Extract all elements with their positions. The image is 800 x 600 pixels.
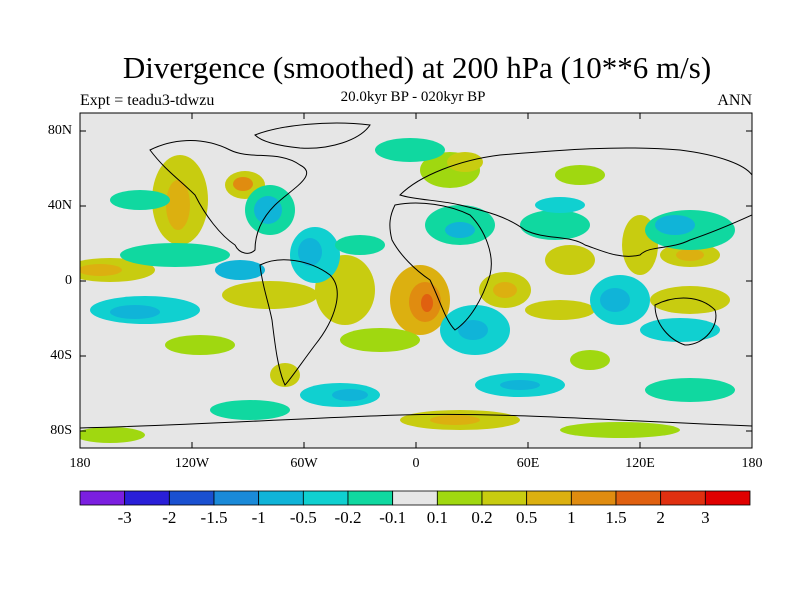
lat-label-40n: 40N bbox=[47, 198, 72, 213]
lat-label-80s: 80S bbox=[50, 423, 72, 438]
colorbar-tick-label: -0.5 bbox=[289, 508, 317, 527]
south-america-coast bbox=[259, 259, 338, 386]
field-patch bbox=[110, 190, 170, 210]
field-patch bbox=[335, 235, 385, 255]
antarctica-coast bbox=[80, 413, 752, 429]
field-patch bbox=[375, 138, 445, 162]
colorbar-tick-label: 2 bbox=[656, 508, 665, 527]
field-patch bbox=[560, 422, 680, 438]
field-patch bbox=[645, 378, 735, 402]
colorbar-tick-label: 1 bbox=[567, 508, 576, 527]
colorbar-tick-label: 1.5 bbox=[605, 508, 627, 527]
field-patch bbox=[210, 400, 290, 420]
australia-coast bbox=[654, 297, 717, 346]
field-patch bbox=[535, 197, 585, 213]
field-patch bbox=[555, 165, 605, 185]
lon-label-60e: 60E bbox=[516, 456, 540, 471]
lon-label-0: 0 bbox=[412, 456, 420, 471]
colorbar-tick-label: 0.2 bbox=[471, 508, 493, 527]
field-patch bbox=[421, 294, 433, 312]
field-patch bbox=[215, 260, 265, 280]
colorbar-tick-label: 0.5 bbox=[516, 508, 538, 527]
field-patch bbox=[332, 389, 368, 401]
period-subtitle: 20.0kyr BP - 020kyr BP bbox=[340, 89, 486, 105]
lon-label-120w: 120W bbox=[174, 456, 210, 471]
lat-label-40s: 40S bbox=[50, 348, 72, 363]
colorbar-tick-label: 0.1 bbox=[426, 508, 448, 527]
field-patch bbox=[80, 427, 145, 443]
field-patch bbox=[655, 215, 695, 235]
colorbar-tick-label: -1 bbox=[251, 508, 266, 527]
greenland-arctic-coast bbox=[254, 122, 371, 149]
field-patch bbox=[298, 238, 322, 266]
field-patch bbox=[458, 320, 488, 340]
field-patch bbox=[640, 318, 720, 342]
field-patch bbox=[110, 305, 160, 319]
field-patch bbox=[500, 380, 540, 390]
lat-ticks bbox=[80, 130, 752, 432]
field-patch bbox=[222, 281, 318, 309]
divergence-field bbox=[80, 138, 735, 443]
lat-label-80n: 80N bbox=[47, 123, 72, 138]
colorbar-tick-label: 3 bbox=[701, 508, 710, 527]
season-label: ANN bbox=[717, 92, 752, 109]
colorbar-tick-label: -0.2 bbox=[334, 508, 362, 527]
lon-label-180w: 180 bbox=[69, 456, 91, 471]
lon-label-120e: 120E bbox=[625, 456, 655, 471]
africa-coast bbox=[389, 202, 492, 331]
field-patch bbox=[233, 177, 253, 191]
field-patch bbox=[570, 350, 610, 370]
eurasia-coast bbox=[399, 147, 752, 257]
colorbar-tick-label: -0.1 bbox=[379, 508, 407, 527]
field-patch bbox=[80, 264, 122, 276]
lat-label-0: 0 bbox=[65, 273, 72, 288]
field-patch bbox=[120, 243, 230, 267]
lon-ticks bbox=[191, 113, 641, 448]
field-patch bbox=[430, 415, 480, 425]
north-america-coast bbox=[149, 140, 308, 254]
field-patch bbox=[445, 222, 475, 238]
colorbar-tick-label: -2 bbox=[162, 508, 177, 527]
field-patch bbox=[493, 282, 517, 298]
field-patch bbox=[165, 335, 235, 355]
field-patch bbox=[545, 245, 595, 275]
field-patch bbox=[254, 196, 282, 224]
lon-label-60w: 60W bbox=[290, 456, 318, 471]
field-patch bbox=[166, 180, 190, 230]
field-patch bbox=[525, 300, 595, 320]
plot-title: Divergence (smoothed) at 200 hPa (10**6 … bbox=[122, 50, 712, 85]
colorbar-tick-label: -1.5 bbox=[200, 508, 228, 527]
field-patch bbox=[650, 286, 730, 314]
field-patch bbox=[270, 363, 300, 387]
field-patch bbox=[520, 210, 590, 240]
field-patch bbox=[676, 249, 704, 261]
colorbar-tick-label: -3 bbox=[117, 508, 132, 527]
lon-label-180e: 180 bbox=[741, 456, 763, 471]
field-patch bbox=[600, 288, 630, 312]
field-patch bbox=[340, 328, 420, 352]
experiment-label: Expt = teadu3-tdwzu bbox=[80, 92, 215, 109]
coastlines bbox=[80, 122, 752, 429]
